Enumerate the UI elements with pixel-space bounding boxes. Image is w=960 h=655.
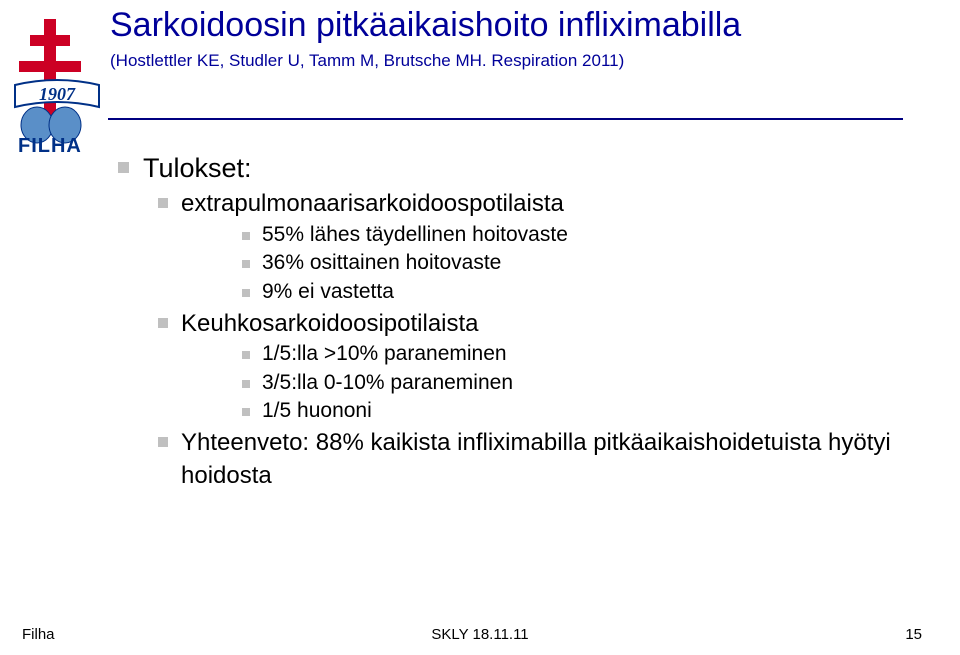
- list-text: 1/5:lla >10% paraneminen: [262, 340, 507, 368]
- bullet-square-icon: [158, 437, 168, 447]
- bullet-square-icon: [242, 232, 250, 240]
- list-item: 55% lähes täydellinen hoitovaste: [242, 221, 920, 249]
- list-text: Tulokset:: [143, 150, 252, 186]
- footer-page-number: 15: [905, 626, 922, 643]
- filha-logo: 1907: [7, 15, 107, 145]
- slide-title: Sarkoidoosin pitkäaikaishoito infliximab…: [110, 6, 930, 45]
- slide-subtitle: (Hostlettler KE, Studler U, Tamm M, Brut…: [110, 51, 930, 71]
- list-text: Yhteenveto: 88% kaikista infliximabilla …: [181, 427, 920, 492]
- list-item: 9% ei vastetta: [242, 278, 920, 306]
- list-item: Tulokset: extrapulmonaarisarkoidoospotil…: [118, 150, 920, 492]
- footer-left: Filha: [22, 626, 55, 643]
- footer-center: SKLY 18.11.11: [431, 626, 528, 643]
- list-text: Keuhkosarkoidoosipotilaista: [181, 308, 479, 340]
- slide: 1907 FILHA Sarkoidoosin pitkäaikaishoito…: [0, 0, 960, 655]
- list-text: 55% lähes täydellinen hoitovaste: [262, 221, 568, 249]
- bullet-square-icon: [242, 408, 250, 416]
- title-rule: [108, 118, 903, 120]
- list-item: Keuhkosarkoidoosipotilaista 1/5:lla >10%…: [158, 308, 920, 425]
- logo-year: 1907: [39, 84, 76, 104]
- bullet-square-icon: [118, 162, 129, 173]
- bullet-square-icon: [158, 318, 168, 328]
- list-text: 1/5 huononi: [262, 397, 372, 425]
- list-item: extrapulmonaarisarkoidoospotilaista 55% …: [158, 188, 920, 305]
- list-text: 9% ei vastetta: [262, 278, 394, 306]
- title-block: Sarkoidoosin pitkäaikaishoito infliximab…: [110, 6, 930, 71]
- footer: Filha SKLY 18.11.11 15: [0, 626, 960, 643]
- bullet-square-icon: [158, 198, 168, 208]
- logo-text: FILHA: [18, 135, 82, 158]
- bullet-square-icon: [242, 289, 250, 297]
- list-text: 36% osittainen hoitovaste: [262, 249, 501, 277]
- content-block: Tulokset: extrapulmonaarisarkoidoospotil…: [118, 150, 920, 494]
- list-text: extrapulmonaarisarkoidoospotilaista: [181, 188, 564, 220]
- list-text: 3/5:lla 0-10% paraneminen: [262, 369, 513, 397]
- list-item: 1/5 huononi: [242, 397, 920, 425]
- list-item: 36% osittainen hoitovaste: [242, 249, 920, 277]
- bullet-square-icon: [242, 351, 250, 359]
- list-item: 1/5:lla >10% paraneminen: [242, 340, 920, 368]
- bullet-square-icon: [242, 380, 250, 388]
- list-item: 3/5:lla 0-10% paraneminen: [242, 369, 920, 397]
- bullet-square-icon: [242, 260, 250, 268]
- list-item: Yhteenveto: 88% kaikista infliximabilla …: [158, 427, 920, 492]
